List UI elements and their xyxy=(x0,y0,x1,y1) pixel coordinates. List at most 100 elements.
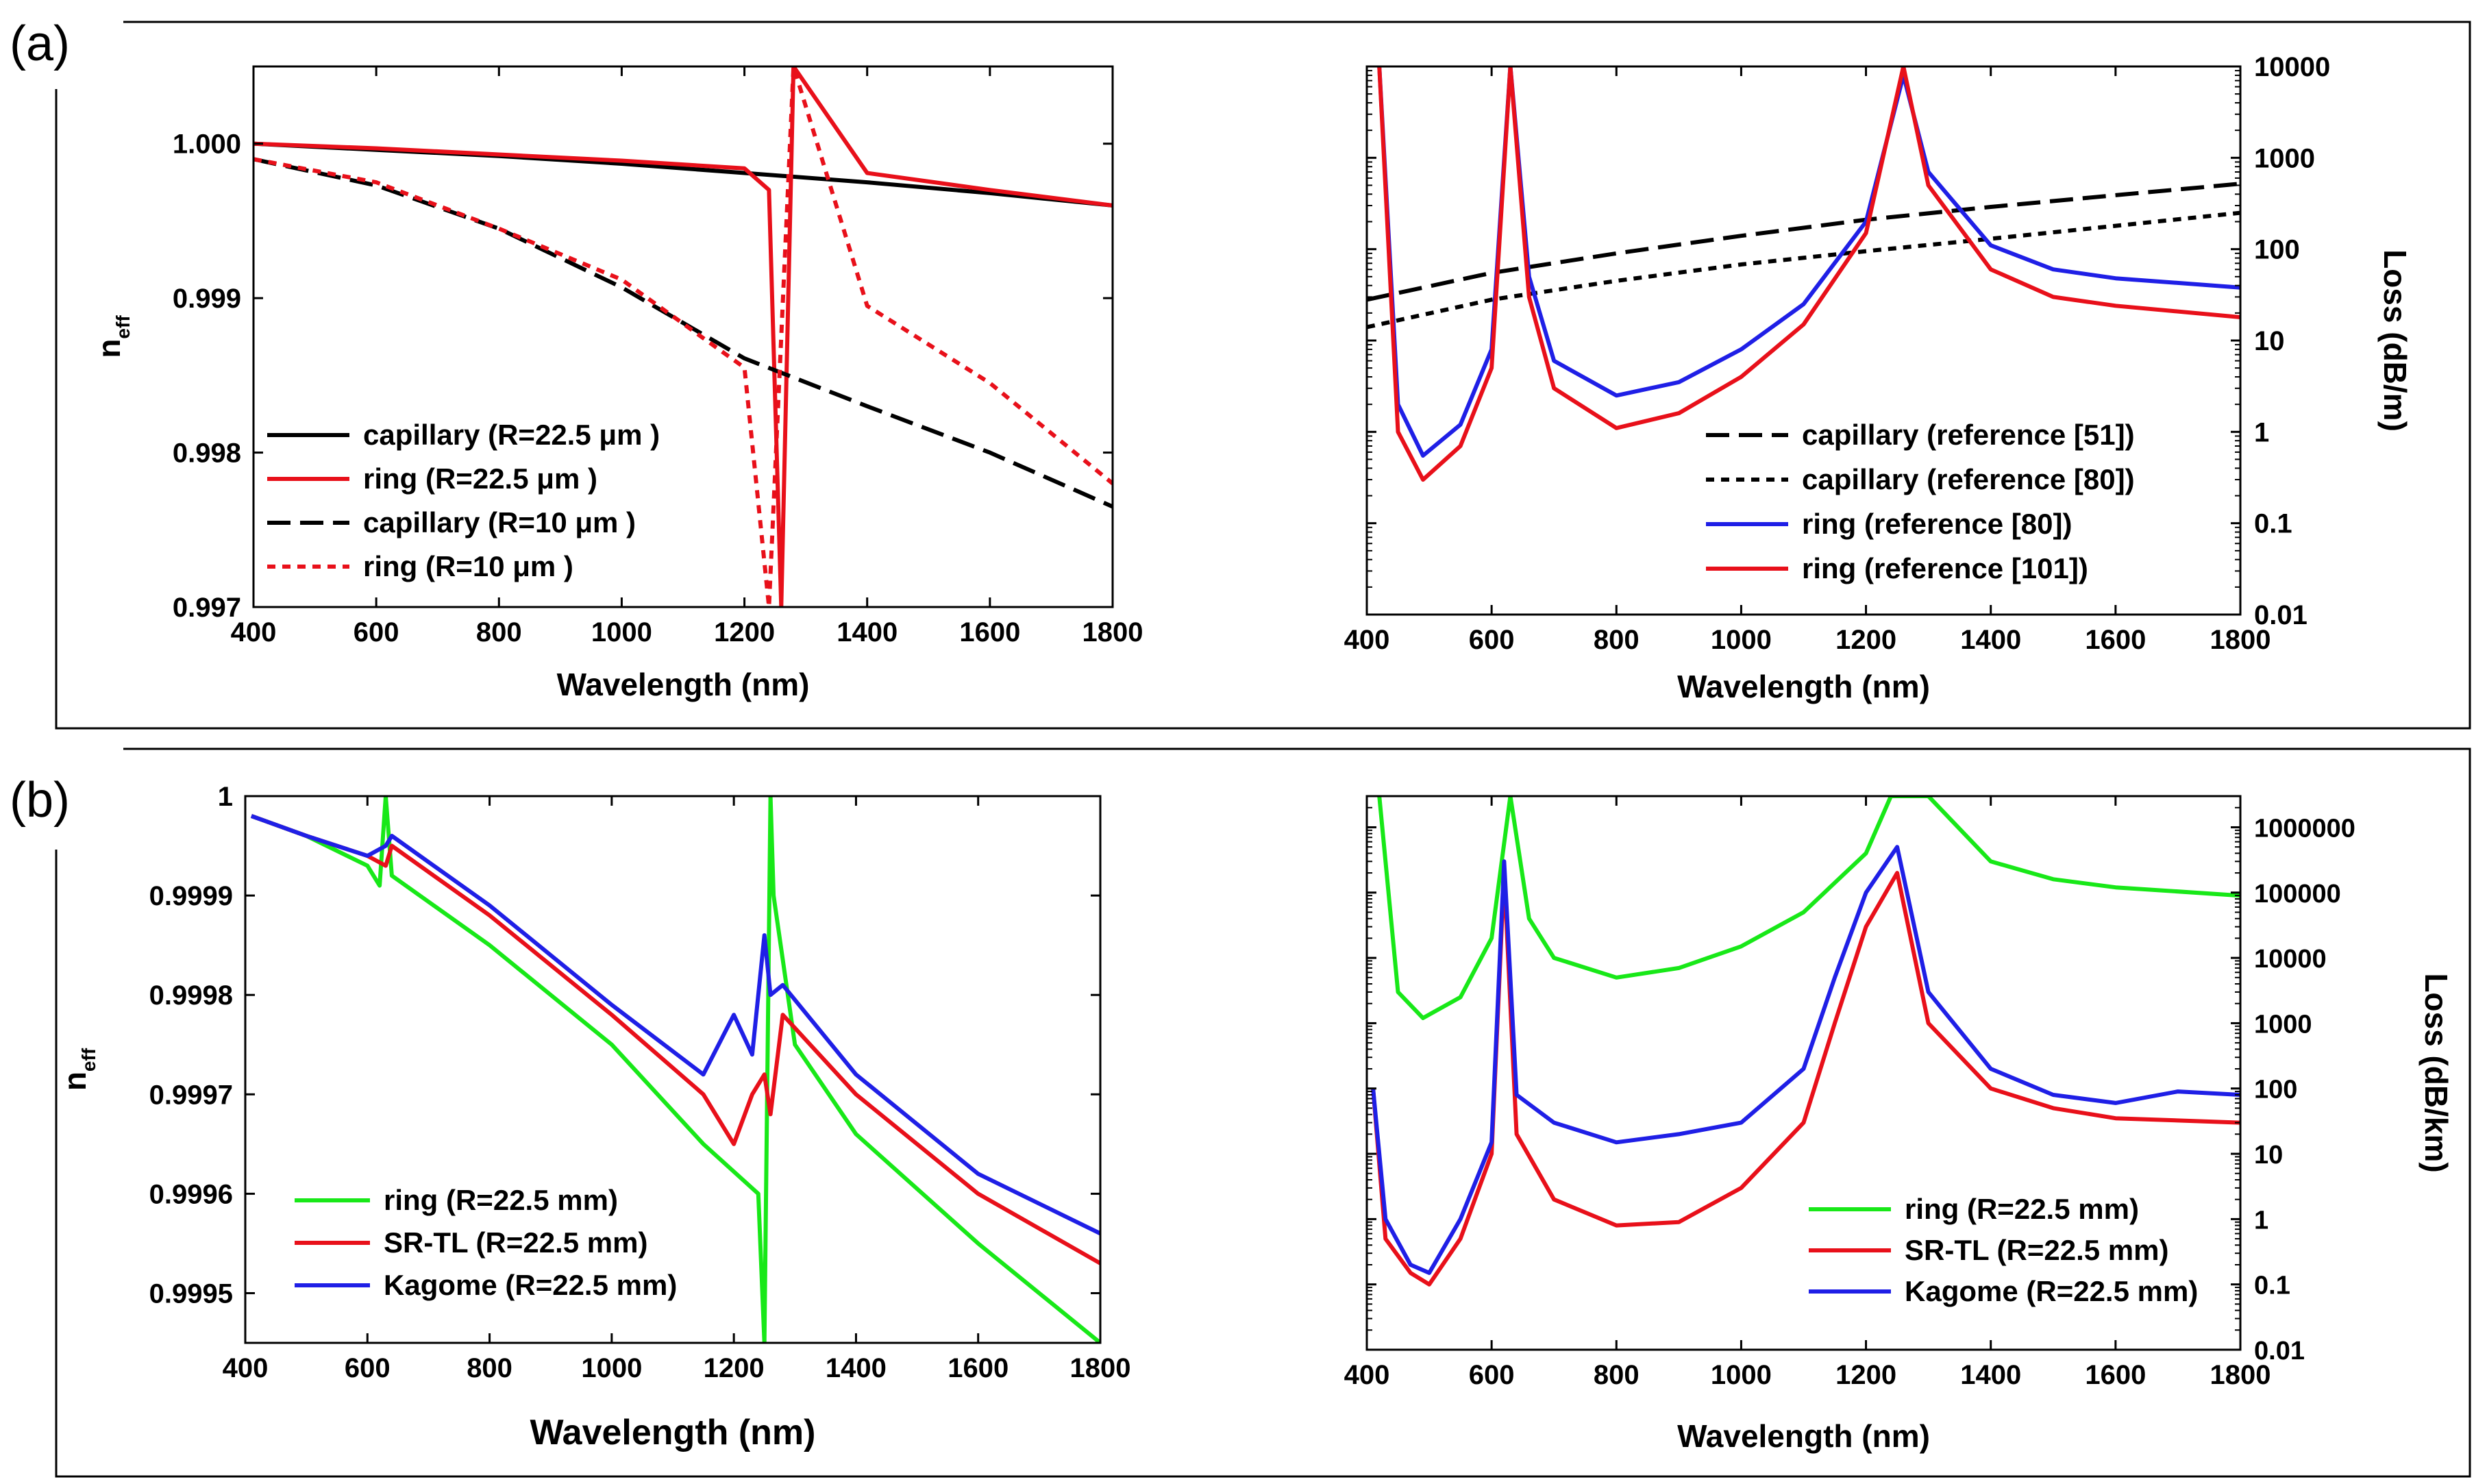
y-axis-title-main: n xyxy=(57,1072,92,1091)
legend-label-4: ring (reference [101]) xyxy=(1802,552,2088,584)
x-tick-label: 1800 xyxy=(2210,625,2271,655)
y-tick-label: 10 xyxy=(2254,1141,2283,1170)
x-tick-label: 1000 xyxy=(591,617,652,647)
x-tick-label: 1200 xyxy=(1835,625,1896,655)
legend-label-4: ring (R=10 μm ) xyxy=(363,550,573,582)
y-tick-label: 0.998 xyxy=(173,438,241,469)
x-tick-label: 1400 xyxy=(1960,1360,2021,1390)
series-line-3 xyxy=(250,814,1100,1236)
x-tick-label: 1200 xyxy=(704,1353,765,1383)
legend-label-1: ring (R=22.5 mm) xyxy=(384,1184,618,1216)
legend-label-2: capillary (reference [80]) xyxy=(1802,463,2135,495)
panel-a-frame xyxy=(55,21,2471,730)
x-tick-label: 600 xyxy=(1469,625,1515,655)
series-group xyxy=(250,796,1100,1343)
x-tick-label: 1400 xyxy=(1960,625,2021,655)
y-tick-label: 0.9995 xyxy=(149,1278,233,1309)
y-tick-label: 0.9999 xyxy=(149,881,233,911)
series-line-3 xyxy=(1377,66,2240,458)
x-tick-label: 1800 xyxy=(1070,1353,1131,1383)
y-tick-label: 1000 xyxy=(2254,143,2315,173)
y-tick-label: 1 xyxy=(2254,417,2269,447)
series-line-1 xyxy=(1377,796,2240,1020)
x-axis-title: Wavelength (nm) xyxy=(530,1413,816,1452)
x-tick-label: 600 xyxy=(354,617,399,647)
series-line-1 xyxy=(253,141,1113,208)
x-tick-label: 1400 xyxy=(826,1353,887,1383)
y-axis-title: neff xyxy=(91,315,134,358)
y-axis-title-subscript: eff xyxy=(112,315,134,339)
series-line-4 xyxy=(253,66,1113,607)
x-tick-label: 600 xyxy=(1469,1360,1515,1390)
y-tick-label: 100 xyxy=(2254,235,2300,265)
y-tick-label: 1 xyxy=(2254,1206,2268,1235)
panel-label-b: (b) xyxy=(10,773,70,828)
plot-frame xyxy=(252,65,1114,608)
y-tick-label: 10000 xyxy=(2254,52,2330,82)
series-line-4 xyxy=(1377,66,2240,482)
x-tick-label: 1600 xyxy=(959,617,1020,647)
series-line-1 xyxy=(1367,182,2240,302)
x-tick-label: 400 xyxy=(1344,625,1390,655)
y-axis-title: Loss (dB/km) xyxy=(2418,973,2454,1172)
y-tick-label: 100000 xyxy=(2254,880,2341,908)
series-line-1 xyxy=(250,796,1100,1343)
legend-label-1: ring (R=22.5 mm) xyxy=(1905,1193,2139,1225)
y-tick-label: 0.01 xyxy=(2254,1337,2305,1365)
y-tick-label: 0.997 xyxy=(173,593,241,623)
legend-label-2: SR-TL (R=22.5 mm) xyxy=(1905,1234,2169,1266)
panel-label-a: (a) xyxy=(10,16,70,71)
y-tick-label: 0.9996 xyxy=(149,1179,233,1209)
chart-b-left: 400 600 800 1000 1200 1400 1600 1800 0.9995 0.999… xyxy=(57,782,1130,1452)
legend-label-2: ring (R=22.5 μm ) xyxy=(363,462,597,495)
x-axis-title: Wavelength (nm) xyxy=(1677,1418,1930,1454)
y-tick-label: 0.1 xyxy=(2254,1272,2290,1300)
y-tick-label: 1.000 xyxy=(173,129,241,160)
y-tick-label: 10 xyxy=(2254,326,2285,356)
y-tick-label: 0.999 xyxy=(173,284,241,314)
x-tick-label: 800 xyxy=(1594,1360,1640,1390)
x-tick-label: 800 xyxy=(476,617,522,647)
legend-label-2: SR-TL (R=22.5 mm) xyxy=(384,1226,648,1259)
series-line-2 xyxy=(250,814,1100,1265)
x-tick-label: 1600 xyxy=(2085,625,2146,655)
series-line-2 xyxy=(253,66,1113,607)
series-group xyxy=(1371,796,2240,1287)
x-tick-label: 800 xyxy=(467,1353,512,1383)
y-tick-label: 0.9998 xyxy=(149,980,233,1011)
y-tick-label: 0.01 xyxy=(2254,600,2307,630)
series-group xyxy=(1367,66,2240,482)
y-tick-label: 10000 xyxy=(2254,945,2327,974)
x-tick-label: 400 xyxy=(231,617,277,647)
y-axis-title: Loss (dB/m) xyxy=(2377,249,2413,432)
y-tick-label: 1 xyxy=(218,782,233,812)
x-tick-label: 1200 xyxy=(714,617,775,647)
y-tick-label: 0.1 xyxy=(2254,509,2292,539)
series-line-3 xyxy=(1371,845,2240,1275)
y-tick-label: 100 xyxy=(2254,1076,2297,1104)
x-tick-label: 800 xyxy=(1594,625,1640,655)
legend-label-3: ring (reference [80]) xyxy=(1802,508,2072,540)
legend-label-1: capillary (reference [51]) xyxy=(1802,419,2135,451)
y-tick-label: 0.9997 xyxy=(149,1080,233,1110)
y-axis-title-subscript: eff xyxy=(78,1048,99,1072)
x-tick-label: 1800 xyxy=(2210,1360,2271,1390)
x-tick-label: 600 xyxy=(345,1353,391,1383)
x-axis-title: Wavelength (nm) xyxy=(1677,669,1930,704)
x-tick-label: 400 xyxy=(1344,1360,1390,1390)
x-tick-label: 400 xyxy=(223,1353,269,1383)
series-line-2 xyxy=(1371,871,2240,1287)
panel-b-frame xyxy=(55,747,2471,1478)
x-tick-label: 1200 xyxy=(1835,1360,1896,1390)
x-tick-label: 1000 xyxy=(1711,625,1772,655)
series-line-3 xyxy=(253,157,1113,509)
y-axis-title-main: n xyxy=(91,339,127,358)
y-tick-label: 1000 xyxy=(2254,1010,2312,1039)
legend-label-3: capillary (R=10 μm ) xyxy=(363,506,636,539)
plot-frame xyxy=(1365,795,2242,1351)
y-axis-title: neff xyxy=(57,1048,99,1091)
x-tick-label: 1800 xyxy=(1082,617,1143,647)
